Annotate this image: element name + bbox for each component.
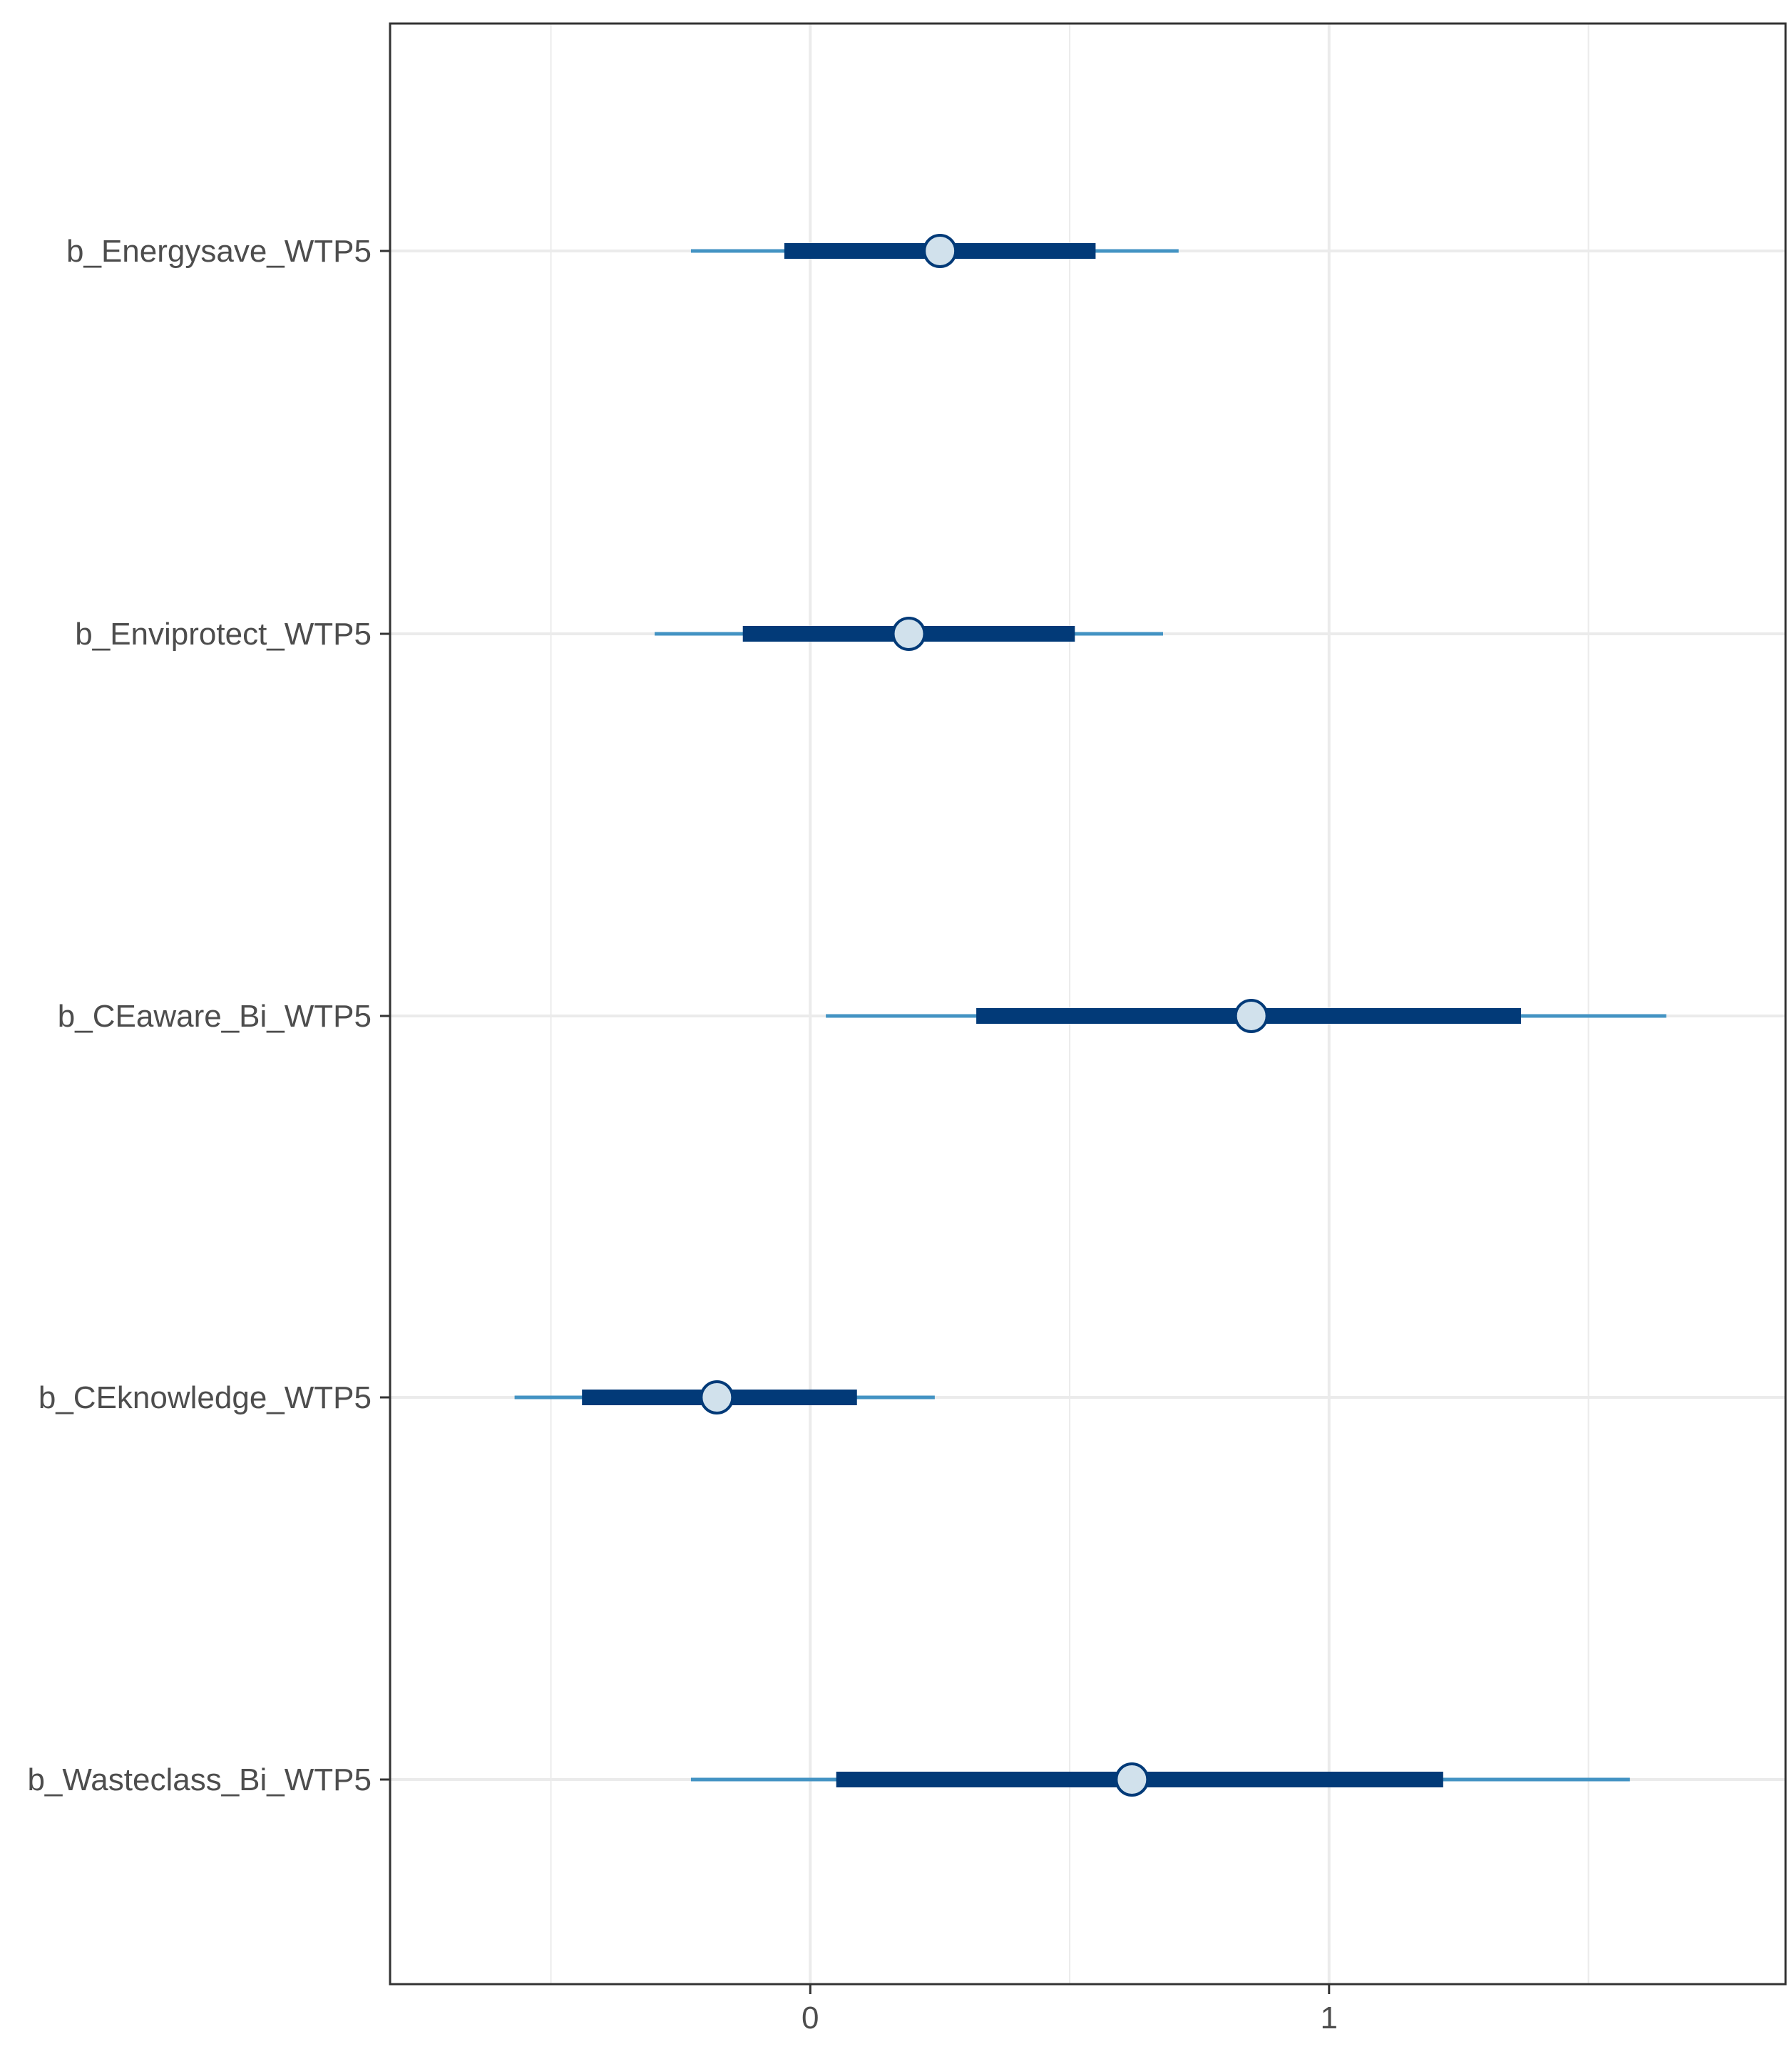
y-tick-label: b_Energysave_WTP5: [66, 234, 372, 269]
point-estimate: [1115, 1762, 1150, 1797]
interval-group-b_Enviprotect_WTP5: [655, 617, 1163, 651]
point-estimate: [923, 234, 958, 268]
y-tick-label: b_CEknowledge_WTP5: [39, 1380, 372, 1415]
interval-group-b_Wasteclass_Bi_WTP5: [690, 1762, 1630, 1797]
y-tick-label: b_Enviprotect_WTP5: [75, 617, 372, 652]
interval-group-b_CEaware_Bi_WTP5: [826, 999, 1666, 1033]
interval-group-b_Energysave_WTP5: [690, 234, 1179, 268]
gridlines: [390, 24, 1786, 1984]
panel-border: [389, 22, 1787, 1986]
x-tick-label: 1: [1321, 2001, 1338, 2035]
point-estimate: [891, 617, 926, 651]
point-estimate: [1234, 999, 1269, 1033]
plot-marks: [514, 234, 1666, 1797]
y-tick-label: b_CEaware_Bi_WTP5: [58, 999, 372, 1034]
x-tick-label: 0: [802, 2001, 819, 2035]
point-estimate: [700, 1380, 734, 1414]
y-tick-label: b_Wasteclass_Bi_WTP5: [27, 1762, 372, 1797]
axes: b_Energysave_WTP5 b_Enviprotect_WTP5 b_CEa…: [27, 234, 1338, 2035]
interval-group-b_CEknowledge_WTP5: [514, 1380, 935, 1414]
